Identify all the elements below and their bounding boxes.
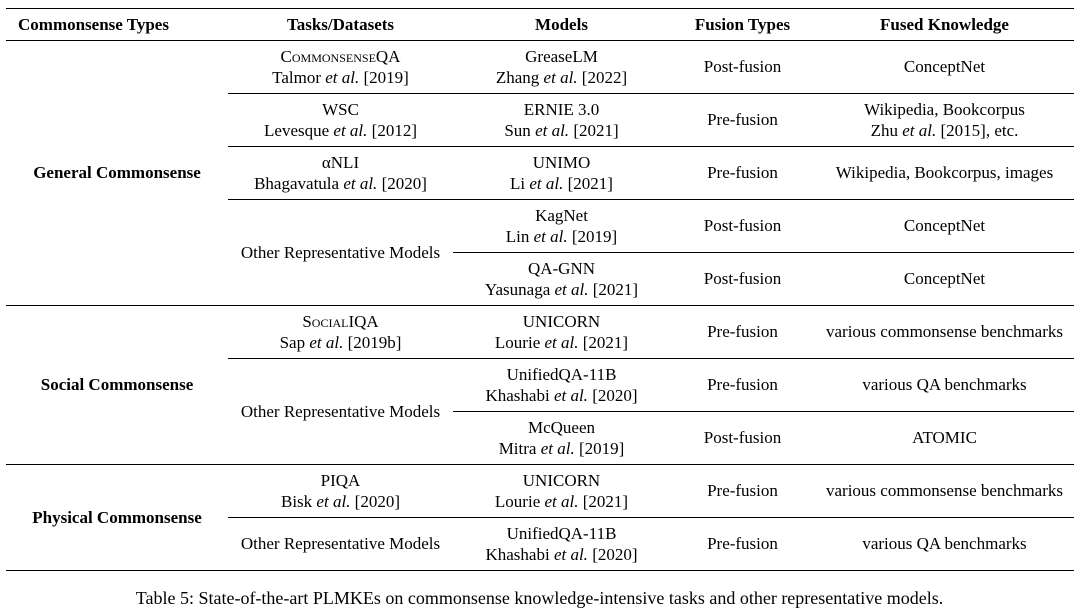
model-citation: Khashabi et al. [2020] (485, 544, 638, 564)
fusion-type: Pre-fusion (670, 464, 815, 518)
model-cell: KagNet Lin et al. [2019] (453, 199, 670, 253)
model-cell: UNIMO Li et al. [2021] (453, 146, 670, 200)
task-other-representative: Other Representative Models (228, 358, 453, 465)
model-name: UNICORN (522, 311, 601, 331)
fusion-type: Post-fusion (670, 199, 815, 253)
model-name: UNICORN (522, 470, 601, 490)
fusion-type: Post-fusion (670, 252, 815, 306)
table-row: Other Representative Models KagNet Lin et… (6, 199, 1074, 306)
fused-knowledge: various commonsense benchmarks (815, 305, 1074, 359)
model-name: UnifiedQA-11B (506, 523, 617, 543)
fusion-type: Post-fusion (670, 40, 815, 94)
model-name: KagNet (535, 205, 588, 225)
fused-knowledge: various QA benchmarks (815, 517, 1074, 571)
header-row: Commonsense Types Tasks/Datasets Models … (6, 8, 1074, 41)
table-row: General Commonsense CommonsenseQA Talmor … (6, 40, 1074, 306)
model-citation: Yasunaga et al. [2021] (484, 279, 639, 299)
header-fusion-types: Fusion Types (694, 15, 791, 34)
fused-knowledge: various QA benchmarks (815, 358, 1074, 412)
task-citation: Bhagavatula et al. [2020] (254, 173, 427, 193)
model-cell: ERNIE 3.0 Sun et al. [2021] (453, 93, 670, 147)
task-cell: PIQA Bisk et al. [2020] (228, 464, 453, 518)
table-row: Physical Commonsense PIQA Bisk et al. [20… (6, 464, 1074, 571)
header-models: Models (535, 15, 588, 34)
commonsense-type-physical: Physical Commonsense (6, 464, 228, 571)
fusion-type: Pre-fusion (670, 146, 815, 200)
model-citation: Lin et al. [2019] (505, 226, 618, 246)
model-name: UNIMO (532, 152, 591, 172)
model-name: McQueen (527, 417, 596, 437)
fusion-type: Pre-fusion (670, 358, 815, 412)
fusion-type: Pre-fusion (670, 93, 815, 147)
fused-knowledge: ConceptNet (815, 252, 1074, 306)
model-citation: Mitra et al. [2019] (498, 438, 625, 458)
task-citation: Talmor et al. [2019] (272, 67, 409, 87)
commonsense-type-social: Social Commonsense (6, 305, 228, 465)
fused-knowledge: Wikipedia, Bookcorpus (864, 99, 1025, 119)
header-commonsense-types: Commonsense Types (18, 15, 169, 34)
table-row: αNLI Bhagavatula et al. [2020] UNIMO Li et… (6, 146, 1074, 200)
model-name: QA-GNN (527, 258, 596, 278)
task-cell: αNLI Bhagavatula et al. [2020] (228, 146, 453, 200)
table-row: Other Representative Models UnifiedQA-11… (6, 517, 1074, 571)
task-other-representative: Other Representative Models (228, 199, 453, 306)
table-row: Other Representative Models UnifiedQA-11… (6, 358, 1074, 465)
fused-knowledge-cell: Wikipedia, Bookcorpus Zhu et al. [2015], … (815, 93, 1074, 147)
fused-knowledge: ConceptNet (815, 199, 1074, 253)
table-row: McQueen Mitra et al. [2019] Post-fusion A… (6, 411, 1074, 465)
task-citation: Sap et al. [2019b] (279, 332, 402, 352)
task-cell: WSC Levesque et al. [2012] (228, 93, 453, 147)
model-name: UnifiedQA-11B (506, 364, 617, 384)
commonsense-type-general: General Commonsense (6, 40, 228, 306)
task-name: CommonsenseQA (280, 46, 401, 66)
model-name: GreaseLM (525, 46, 598, 66)
task-citation: Levesque et al. [2012] (264, 120, 417, 140)
task-name: WSC (322, 99, 359, 119)
model-cell: UNICORN Lourie et al. [2021] (453, 305, 670, 359)
model-cell: UnifiedQA-11B Khashabi et al. [2020] (453, 358, 670, 412)
model-cell: UnifiedQA-11B Khashabi et al. [2020] (453, 517, 670, 571)
model-name: ERNIE 3.0 (523, 99, 600, 119)
task-name: αNLI (321, 152, 360, 172)
table-caption: Table 5: State-of-the-art PLMKEs on comm… (135, 588, 944, 608)
model-cell: GreaseLM Zhang et al. [2022] (453, 40, 670, 94)
task-cell: CommonsenseQA Talmor et al. [2019] (228, 40, 453, 94)
model-citation: Lourie et al. [2021] (494, 491, 629, 511)
table-row: QA-GNN Yasunaga et al. [2021] Post-fusion… (6, 252, 1074, 306)
fused-knowledge: ConceptNet (815, 40, 1074, 94)
fused-knowledge: Wikipedia, Bookcorpus, images (815, 146, 1074, 200)
fused-knowledge-citation: Zhu et al. [2015], etc. (870, 120, 1019, 140)
model-citation: Khashabi et al. [2020] (485, 385, 638, 405)
fusion-type: Post-fusion (670, 411, 815, 465)
task-citation: Bisk et al. [2020] (280, 491, 400, 511)
model-cell: UNICORN Lourie et al. [2021] (453, 464, 670, 518)
fusion-type: Pre-fusion (670, 517, 815, 571)
fused-knowledge: ATOMIC (815, 411, 1074, 465)
model-cell: QA-GNN Yasunaga et al. [2021] (453, 252, 670, 306)
table-row: WSC Levesque et al. [2012] ERNIE 3.0 Sun e… (6, 93, 1074, 147)
model-citation: Zhang et al. [2022] (495, 67, 628, 87)
header-fused-knowledge: Fused Knowledge (880, 15, 1009, 34)
model-citation: Lourie et al. [2021] (494, 332, 629, 352)
task-other-representative: Other Representative Models (228, 517, 453, 571)
task-name: PIQA (320, 470, 361, 490)
fused-knowledge: various commonsense benchmarks (815, 464, 1074, 518)
table-row: Social Commonsense SocialIQA Sap et al. [… (6, 305, 1074, 465)
model-citation: Sun et al. [2021] (504, 120, 619, 140)
task-cell: SocialIQA Sap et al. [2019b] (228, 305, 453, 359)
task-name: SocialIQA (302, 311, 379, 331)
header-tasks-datasets: Tasks/Datasets (286, 15, 395, 34)
model-cell: McQueen Mitra et al. [2019] (453, 411, 670, 465)
fusion-type: Pre-fusion (670, 305, 815, 359)
model-citation: Li et al. [2021] (510, 173, 613, 193)
results-table: Commonsense Types Tasks/Datasets Models … (6, 8, 1074, 571)
